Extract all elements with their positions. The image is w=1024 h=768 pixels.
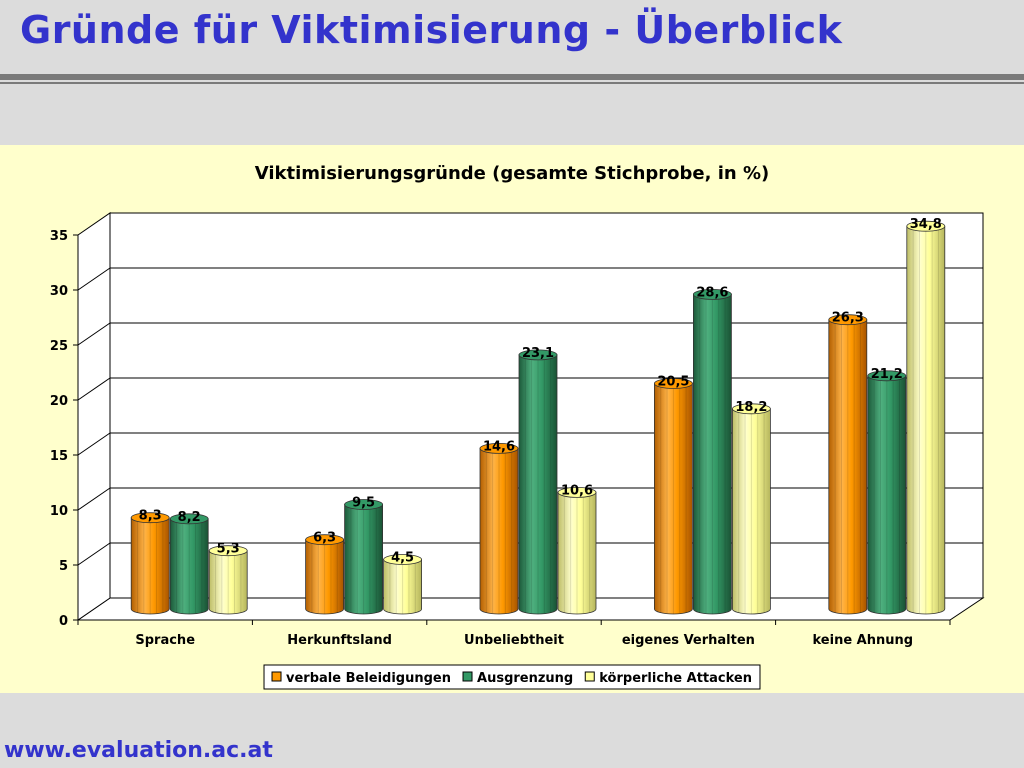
bar-körperliche-attacken (383, 554, 423, 615)
bar-top (654, 378, 693, 389)
bars (130, 220, 946, 615)
data-label: 34,8 (910, 217, 942, 232)
data-label: 20,5 (657, 375, 689, 390)
data-label: 8,3 (139, 509, 162, 524)
bar-ausgrenzung (518, 349, 558, 615)
y-tick-label: 35 (50, 229, 68, 244)
data-labels: 8,3 8,2 5,3 6,3 9,5 4,5 14,6 23,1 10,6 20,5 28,6 18… (139, 217, 942, 565)
bar-ausgrenzung (693, 288, 732, 615)
bar-körperliche-attacken (208, 545, 248, 615)
title-divider-thin (0, 82, 1024, 84)
bar-body (130, 517, 170, 615)
bar-body (557, 492, 597, 615)
bar-körperliche-attacken (732, 403, 771, 615)
side-wall (77, 212, 111, 621)
data-label: 6,3 (313, 531, 336, 546)
bar-top (867, 370, 907, 382)
legend-label: körperliche Attacken (599, 671, 752, 686)
bar-top (208, 545, 248, 557)
bar-body (654, 383, 693, 615)
data-label: 4,5 (391, 551, 414, 566)
legend-label: verbale Beleidigungen (286, 671, 451, 686)
data-label: 23,1 (522, 346, 554, 361)
legend-label: Ausgrenzung (477, 671, 573, 686)
data-label: 26,3 (832, 311, 864, 326)
bar-body (693, 294, 732, 615)
x-tick-label: Sprache (135, 633, 195, 648)
bar-top (169, 513, 209, 525)
legend-box (263, 664, 761, 690)
data-label: 14,6 (483, 439, 515, 454)
chart-panel: Viktimisierungsgründe (gesamte Stichprob… (0, 145, 1024, 693)
gridline-side (77, 322, 111, 346)
bar-ausgrenzung (344, 499, 384, 615)
y-axis: 0 5 10 15 20 25 30 35 (50, 229, 79, 629)
gridline-side (77, 267, 111, 291)
bar-top (828, 314, 868, 326)
legend-swatch (584, 671, 595, 682)
bar-body (208, 550, 248, 615)
bar-body (169, 518, 209, 615)
x-tick-label: Herkunftsland (287, 633, 392, 648)
bar-top (383, 554, 423, 565)
bar-top (344, 499, 384, 510)
data-label: 21,2 (871, 367, 903, 382)
bar-ausgrenzung (169, 513, 209, 615)
bar-top (732, 403, 771, 415)
bar-verbale-beleidigungen (654, 378, 693, 615)
bar-body (518, 354, 558, 615)
gridline-side (77, 432, 111, 456)
y-tick-label: 20 (50, 394, 68, 409)
x-axis: Sprache Herkunftsland Unbeliebtheit eigenes… (77, 619, 951, 648)
y-tick-label: 10 (50, 504, 68, 519)
bar-top (557, 486, 597, 498)
bar-body (828, 319, 868, 615)
bar-top (130, 512, 170, 524)
bar-top (305, 534, 345, 546)
y-tick-label: 5 (59, 559, 68, 574)
bar-body (867, 375, 907, 615)
data-label: 5,3 (217, 542, 240, 557)
data-label: 10,6 (561, 483, 593, 498)
data-label: 18,2 (735, 400, 767, 415)
legend-swatch (462, 671, 473, 682)
title-divider (0, 74, 1024, 80)
bar-body (344, 504, 383, 615)
bar-body (479, 448, 519, 615)
x-tick-label: Unbeliebtheit (464, 633, 564, 648)
bar-verbale-beleidigungen (305, 534, 345, 615)
y-tick-label: 30 (50, 284, 68, 299)
y-tick-label: 25 (50, 339, 68, 354)
chart-title: Viktimisierungsgründe (gesamte Stichprob… (255, 163, 769, 184)
bar-verbale-beleidigungen (479, 442, 519, 615)
legend-swatch (271, 671, 282, 682)
data-label: 28,6 (696, 285, 728, 300)
x-tick-label: keine Ahnung (813, 633, 914, 648)
bar-body (305, 539, 344, 615)
bar-top (906, 220, 946, 232)
bar-body (383, 559, 422, 615)
bar-top (518, 349, 558, 361)
bar-chart: Viktimisierungsgründe (gesamte Stichprob… (50, 163, 985, 690)
bar-body (732, 408, 771, 615)
gridline-side (77, 542, 111, 566)
y-tick-label: 0 (59, 614, 68, 629)
data-label: 9,5 (352, 496, 375, 511)
footer-url[interactable]: www.evaluation.ac.at (4, 738, 273, 763)
legend: verbale Beleidigungen Ausgrenzung körperli… (263, 664, 761, 690)
slide-title: Gründe für Viktimisierung - Überblick (20, 8, 843, 52)
bar-ausgrenzung (867, 370, 907, 615)
gridline-side (77, 377, 111, 401)
bar-körperliche-attacken (557, 486, 597, 615)
bar-körperliche-attacken (906, 220, 946, 615)
bar-body (906, 225, 946, 615)
gridline-side (77, 487, 111, 511)
bar-top (479, 442, 519, 454)
x-tick-label: eigenes Verhalten (622, 633, 755, 648)
y-tick-label: 15 (50, 449, 68, 464)
bar-verbale-beleidigungen (828, 314, 868, 615)
bar-top (693, 288, 732, 300)
data-label: 8,2 (178, 510, 201, 525)
bar-verbale-beleidigungen (130, 512, 170, 615)
